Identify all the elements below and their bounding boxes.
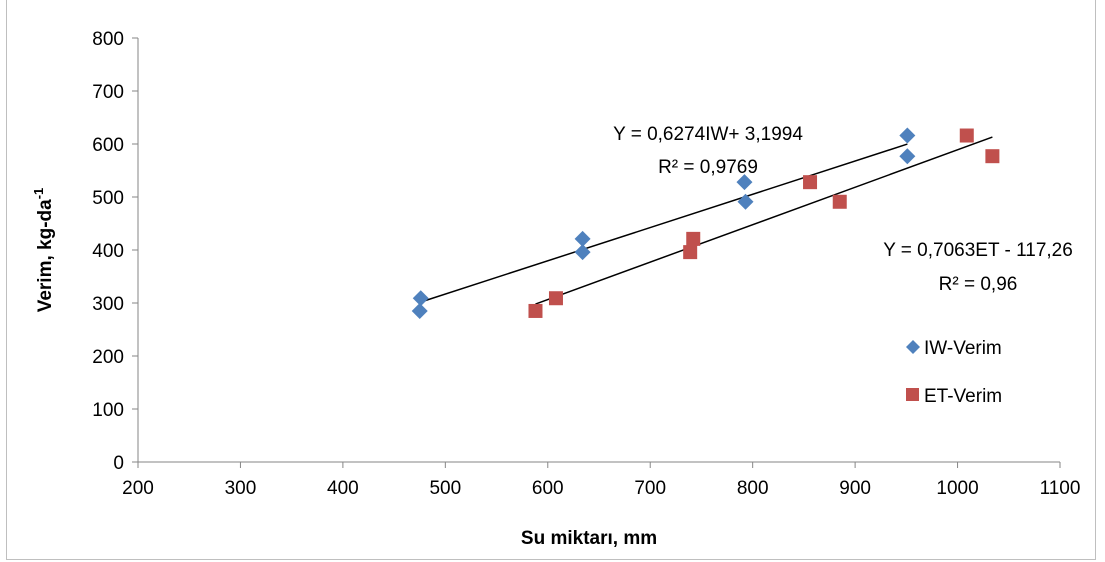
y-tick-label: 600 xyxy=(92,135,124,156)
y-tick-label: 800 xyxy=(92,29,124,50)
et-data-point xyxy=(959,128,974,143)
legend-iw-label: IW-Verim xyxy=(924,338,1002,359)
y-tick-label: 0 xyxy=(113,453,124,474)
iw-data-point xyxy=(736,174,753,191)
y-tick-label: 400 xyxy=(92,241,124,262)
trendlines xyxy=(419,136,993,305)
legend-et-marker xyxy=(906,388,919,401)
x-tick-label: 900 xyxy=(839,478,871,499)
et-trendline xyxy=(535,136,993,305)
x-tick-label: 600 xyxy=(532,478,564,499)
axes: 0 100 200 300 400 500 600 700 800 200 300 400 500 600… xyxy=(92,29,1080,499)
et-data-point xyxy=(683,245,698,260)
y-axis-title-main: Verim, kg-da xyxy=(35,199,56,312)
x-tick-label: 1000 xyxy=(936,478,978,499)
iw-data-point xyxy=(899,127,916,144)
et-data-point xyxy=(548,291,563,306)
x-tick-label: 200 xyxy=(122,478,154,499)
x-tick-label: 1100 xyxy=(1040,478,1081,499)
et-data-point xyxy=(832,194,847,209)
legend-et-label: ET-Verim xyxy=(924,386,1002,407)
iw-trendline xyxy=(419,143,908,304)
et-data-point xyxy=(528,303,543,318)
y-tick-label: 500 xyxy=(92,188,124,209)
et-data-point xyxy=(686,231,701,246)
data-points xyxy=(411,127,1000,319)
iw-data-point xyxy=(574,230,591,247)
iw-data-point xyxy=(574,244,591,261)
chart-frame xyxy=(6,0,1096,560)
y-axis-title: Verim, kg-da-1 xyxy=(31,188,56,313)
iw-equation-label: Y = 0,6274IW+ 3,1994 xyxy=(613,124,803,145)
et-data-point xyxy=(803,175,818,190)
iw-data-point xyxy=(899,148,916,165)
x-tick-label: 800 xyxy=(737,478,769,499)
iw-r2-label: R² = 0,9769 xyxy=(658,157,758,178)
iw-data-point xyxy=(411,302,428,319)
y-tick-label: 700 xyxy=(92,82,124,103)
et-r2-label: R² = 0,96 xyxy=(939,274,1018,295)
y-axis-title-sup: -1 xyxy=(31,188,46,200)
x-tick-label: 500 xyxy=(429,478,461,499)
y-tick-label: 300 xyxy=(92,294,124,315)
legend-iw-marker xyxy=(906,340,920,354)
x-tick-label: 300 xyxy=(225,478,257,499)
x-tick-label: 700 xyxy=(634,478,666,499)
y-tick-label: 200 xyxy=(92,347,124,368)
x-axis-title: Su miktarı, mm xyxy=(521,528,657,549)
iw-data-point xyxy=(412,290,429,307)
et-equation-label: Y = 0,7063ET - 117,26 xyxy=(883,240,1073,261)
y-tick-label: 100 xyxy=(92,400,124,421)
iw-data-point xyxy=(737,193,754,210)
x-tick-label: 400 xyxy=(327,478,359,499)
legend: IW-Verim ET-Verim xyxy=(906,338,1002,407)
et-data-point xyxy=(985,149,1000,164)
